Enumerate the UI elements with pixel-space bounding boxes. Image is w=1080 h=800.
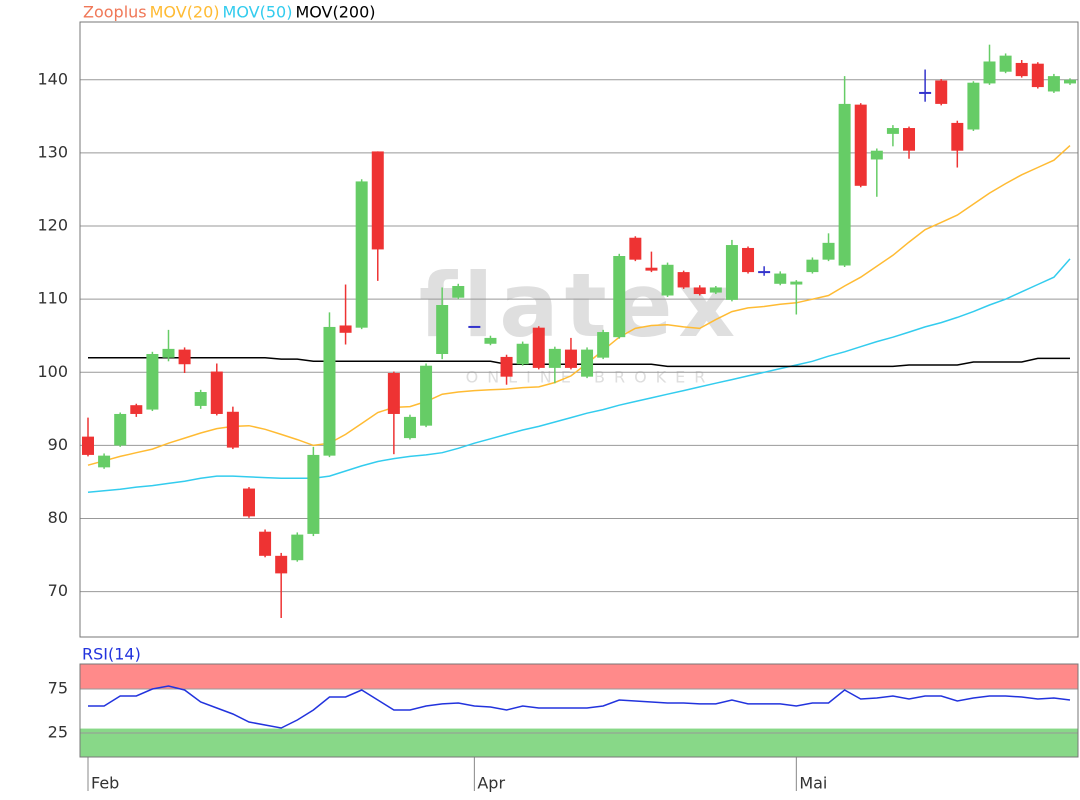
line-series [88, 356, 1070, 368]
y-tick-label: 25 [48, 722, 68, 741]
line-series [88, 685, 1071, 729]
candle-body [629, 237, 642, 260]
candle-body [259, 531, 272, 556]
candle-body [178, 349, 191, 365]
candle-body [114, 413, 127, 446]
candle-body [854, 104, 867, 186]
y-tick-label: 90 [48, 435, 68, 454]
candle-body [967, 82, 980, 130]
candle-body [742, 247, 755, 273]
candle-body [146, 353, 159, 410]
candle-body [162, 348, 175, 358]
legend-entry: RSI(14) [82, 645, 141, 664]
legend-entry: MOV(20) [150, 3, 220, 22]
candle-body [1015, 62, 1028, 77]
candle-body [725, 245, 738, 300]
candle-body [645, 267, 658, 271]
candle-body [387, 373, 400, 414]
x-tick-label: Apr [477, 774, 505, 793]
candle-body [597, 332, 610, 358]
candle-body [484, 337, 497, 344]
candle-body [935, 80, 948, 104]
candle-body [371, 151, 384, 250]
candle-body [693, 287, 706, 295]
y-tick-label: 100 [37, 362, 68, 381]
candle-body [226, 411, 239, 448]
candle-body [999, 55, 1012, 72]
candle-body [291, 534, 304, 561]
candle-body [339, 325, 352, 333]
candle-body [1064, 79, 1076, 84]
candle-body [951, 122, 964, 151]
candle-body [516, 343, 529, 365]
candle-body [275, 555, 288, 574]
plot-area [80, 22, 1078, 637]
plot-frame [79, 21, 1079, 638]
y-tick-label: 80 [48, 508, 68, 527]
y-tick-label: 110 [37, 289, 68, 308]
candle-body [709, 287, 722, 293]
candle-body [983, 61, 996, 84]
candle-body [323, 326, 336, 456]
y-tick-label: 75 [48, 678, 68, 697]
candle-body [1031, 63, 1044, 88]
candle-body [838, 103, 851, 266]
candle-body [677, 272, 690, 288]
candle-body [532, 327, 545, 368]
candle-body [210, 371, 223, 414]
candle-body [452, 285, 465, 298]
candle-body [564, 349, 577, 368]
line-series [87, 145, 1071, 466]
y-tick-label: 120 [37, 216, 68, 235]
candle-body [613, 256, 626, 338]
candle-body [355, 181, 368, 328]
candle-body [436, 305, 449, 354]
candle-body [500, 356, 513, 377]
y-tick-label: 130 [37, 142, 68, 161]
candle-body [886, 128, 899, 134]
watermark-logo: flatex [419, 254, 741, 357]
candle-body [822, 242, 835, 260]
line-series [87, 258, 1071, 493]
candle-body [194, 392, 207, 406]
plot-frame [79, 663, 1079, 758]
candle-body [870, 150, 883, 160]
candle-body [548, 348, 561, 368]
legend-entry: MOV(200) [295, 3, 375, 22]
y-tick-label: 70 [48, 581, 68, 600]
candle-body [661, 264, 674, 296]
overbought-zone [80, 664, 1078, 689]
candle-body [1047, 76, 1060, 92]
candle-body [903, 128, 916, 151]
candle-body [98, 455, 111, 468]
candle-body [420, 365, 433, 426]
candle-body [774, 273, 787, 284]
candle-body [82, 436, 94, 455]
y-tick-label: 140 [37, 69, 68, 88]
legend-entry: MOV(50) [223, 3, 293, 22]
x-tick-label: Mai [799, 774, 827, 793]
candle-body [806, 259, 819, 273]
x-tick-label: Feb [91, 774, 119, 793]
candle-body [790, 281, 803, 285]
candle-body [307, 454, 320, 534]
candle-body [403, 416, 416, 439]
legend-entry: Zooplus [83, 3, 147, 22]
candle-body [242, 488, 255, 517]
candle-body [130, 405, 143, 414]
candle-body [581, 349, 594, 377]
